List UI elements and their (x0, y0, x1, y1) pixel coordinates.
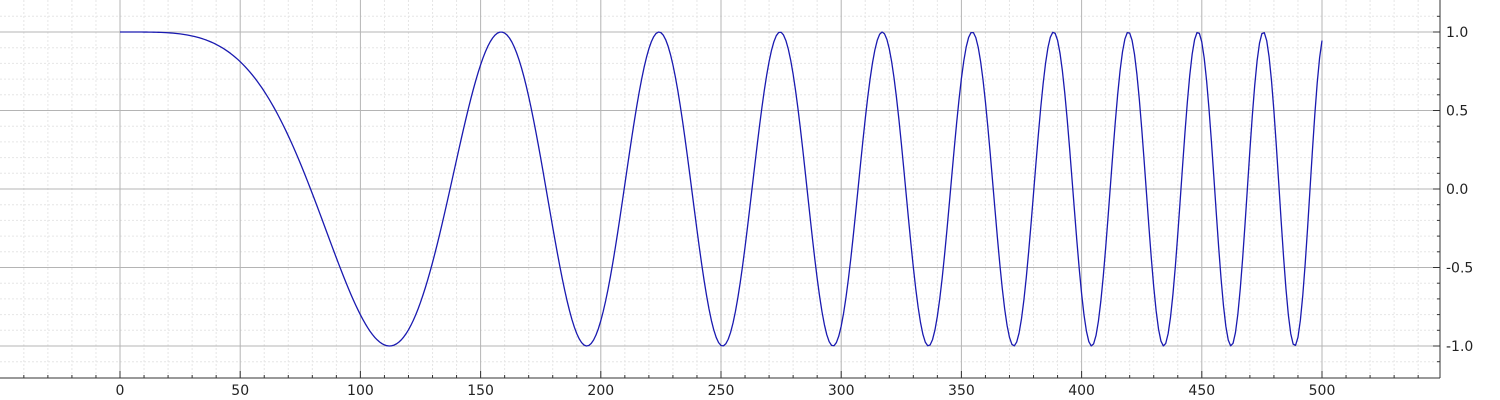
x-tick-label: 100 (347, 383, 374, 399)
x-tick-label: 200 (587, 383, 614, 399)
series-layer (120, 31, 1323, 347)
x-tick-label: 500 (1309, 383, 1336, 399)
major-grid (0, 0, 1440, 378)
tick-labels: 0 50 100 150 200 250 300 350 400 450 500 1.0 0.5 0.0 -… (116, 25, 1474, 399)
y-tick-label: 1.0 (1446, 25, 1468, 41)
series-line (120, 31, 1323, 347)
axes (0, 0, 1441, 379)
y-tick-label: -1.0 (1446, 339, 1473, 355)
x-tick-label: 300 (828, 383, 855, 399)
x-tick-label: 450 (1188, 383, 1215, 399)
x-tick-label: 400 (1068, 383, 1095, 399)
x-tick-label: 150 (467, 383, 494, 399)
y-tick-label: 0.0 (1446, 182, 1468, 198)
x-tick-label: 250 (708, 383, 735, 399)
x-tick-label: 50 (231, 383, 249, 399)
x-tick-label: 350 (948, 383, 975, 399)
y-tick-label: -0.5 (1446, 261, 1473, 277)
x-tick-label: 0 (116, 383, 125, 399)
y-tick-label: 0.5 (1446, 104, 1468, 120)
